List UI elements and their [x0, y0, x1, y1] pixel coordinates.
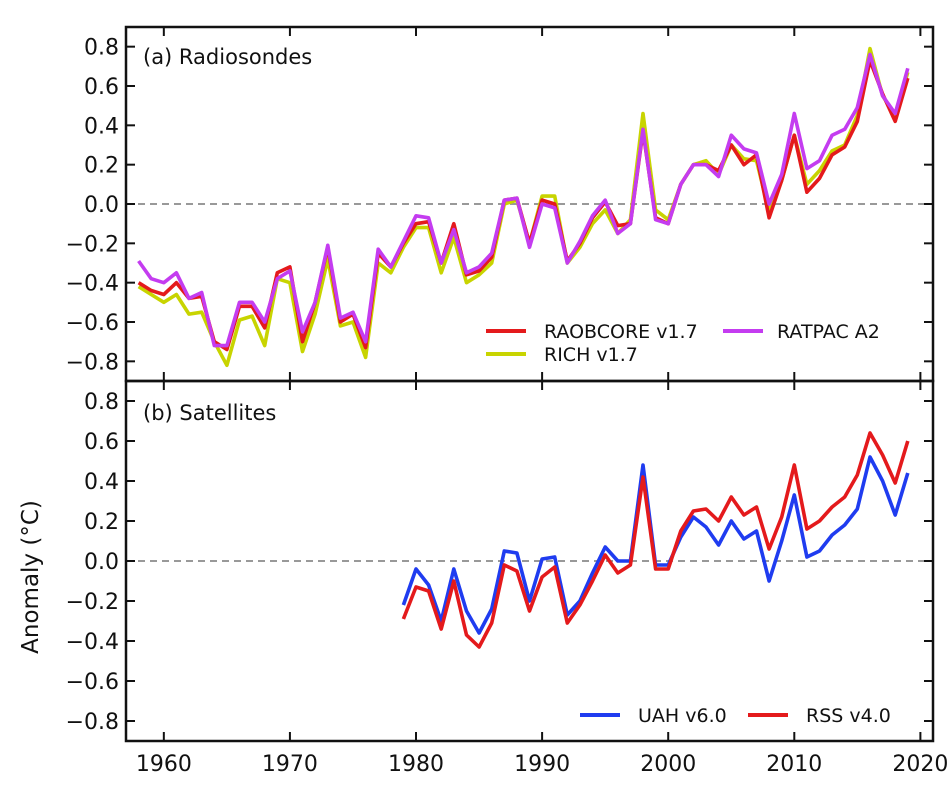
series-line-rich-v1-7 [137, 46, 910, 368]
xtick-label: 2020 [892, 752, 948, 777]
panel-a-ytick-label: 0.4 [84, 114, 119, 139]
panel-b-legend: UAH v6.0 RSS v4.0 [580, 705, 891, 727]
panel-a-ytick-label: −0.8 [66, 350, 119, 375]
panel-a-ytick-label: −0.6 [66, 311, 119, 336]
xtick-label: 1980 [388, 752, 444, 777]
panel-b-ytick-label: 0.8 [84, 390, 119, 415]
y-axis-label: Anomaly (°C) [18, 500, 44, 654]
panel-a-ytick-label: 0.2 [84, 154, 119, 179]
panel-b-ytick-label: −0.8 [66, 710, 119, 735]
xtick-label: 2010 [766, 752, 822, 777]
panel-b-series-layer: −0.8 −0.6 −0.4 −0.2 0.0 0.2 0.4 0.6 0.8 1960 1970 1… [66, 379, 948, 777]
legend-label-raobcore: RAOBCORE v1.7 [544, 321, 698, 343]
series-line-ratpac-a2 [137, 52, 910, 348]
panel-a-series-layer: −0.8 −0.6 −0.4 −0.2 0.0 0.2 0.4 0.6 0.8 [66, 25, 935, 383]
panel-a-ytick-label: 0.0 [84, 193, 119, 218]
panel-radiosondes: −0.8 −0.6 −0.4 −0.2 0.0 0.2 0.4 0.6 0.8 (a) Radi… [66, 25, 935, 383]
panel-satellites: −0.8 −0.6 −0.4 −0.2 0.0 0.2 0.4 0.6 0.8 1960 1970 1… [66, 379, 948, 777]
series-line-uah-v6-0 [401, 455, 910, 635]
panel-b-ytick-label: 0.2 [84, 510, 119, 535]
panel-b-ytick-label: 0.6 [84, 430, 119, 455]
panel-b-title: (b) Satellites [143, 401, 276, 425]
panel-a-title: (a) Radiosondes [143, 45, 312, 69]
panel-b-ytick-label: −0.2 [66, 590, 119, 615]
panel-a-legend: RAOBCORE v1.7 RATPAC A2 RICH v1.7 [486, 321, 880, 366]
series-line-rss-v4-0 [401, 431, 910, 649]
legend-label-ratpac: RATPAC A2 [777, 321, 880, 343]
panel-b-ytick-label: 0.4 [84, 470, 119, 495]
legend-label-rich: RICH v1.7 [544, 344, 638, 366]
legend-label-uah: UAH v6.0 [638, 705, 727, 727]
panel-b-ytick-label: −0.4 [66, 630, 119, 655]
xtick-label: 2000 [640, 752, 696, 777]
panel-a-ytick-label: 0.6 [84, 75, 119, 100]
xtick-label: 1990 [514, 752, 570, 777]
xtick-label: 1970 [262, 752, 318, 777]
panel-a-ytick-label: −0.2 [66, 232, 119, 257]
panel-b-ytick-label: 0.0 [84, 550, 119, 575]
legend-label-rss: RSS v4.0 [806, 705, 891, 727]
panel-a-ytick-label: −0.4 [66, 272, 119, 297]
xtick-label: 1960 [136, 752, 192, 777]
panel-b-ytick-label: −0.6 [66, 670, 119, 695]
panel-a-ytick-label: 0.8 [84, 36, 119, 61]
